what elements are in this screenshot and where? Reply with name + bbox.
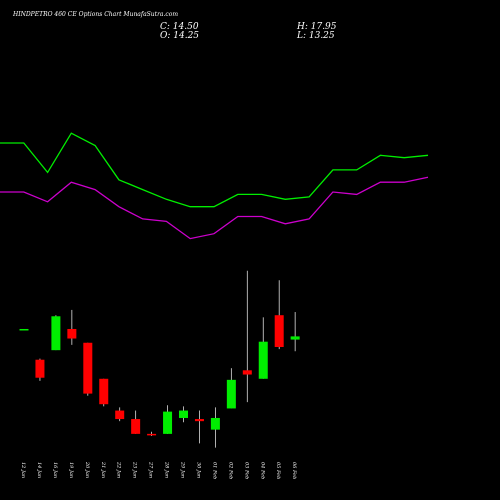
candle-body: [99, 378, 109, 405]
overlay-line-2: [0, 176, 429, 240]
candle-body: [226, 379, 236, 409]
candle-body: [290, 336, 300, 340]
overlay-line-1: [0, 132, 429, 208]
x-tick-label: 29 Jan: [180, 461, 186, 478]
candle-body: [258, 341, 268, 379]
candle-body: [242, 370, 252, 375]
x-tick-label: 06 Feb: [291, 462, 297, 479]
x-tick-label: 02 Feb: [227, 462, 233, 479]
x-tick-label: 22 Jan: [116, 461, 122, 478]
candle-body: [115, 410, 125, 420]
open-value: O: 14.25: [160, 31, 200, 41]
candle-body: [67, 328, 77, 339]
x-tick-label: 19 Jan: [68, 462, 74, 478]
x-tick-label: 04 Feb: [259, 462, 265, 479]
candle-body: [274, 315, 284, 347]
x-tick-label: 28 Jan: [164, 461, 170, 478]
candle-body: [131, 419, 141, 434]
x-tick-label: 01 Feb: [211, 462, 217, 479]
candle-body: [210, 417, 220, 430]
candle-body: [83, 342, 93, 394]
x-tick-label: 23 Jan: [132, 461, 138, 478]
x-tick-label: 27 Jan: [148, 461, 154, 478]
x-tick-label: 05 Feb: [275, 462, 281, 479]
x-tick-label: 21 Jan: [100, 461, 106, 478]
x-tick-label: 20 Jan: [84, 461, 90, 478]
x-tick-label: 14 Jan: [36, 462, 42, 478]
candle-body: [194, 419, 204, 422]
candle-body: [147, 433, 157, 436]
close-value: C: 14.50: [160, 22, 199, 32]
candle-body: [19, 328, 29, 331]
candle-body: [51, 316, 61, 351]
x-tick-label: 03 Feb: [243, 462, 249, 479]
x-tick-label: 30 Jan: [195, 462, 201, 478]
candle-body: [179, 410, 188, 418]
candle-body: [163, 411, 173, 434]
x-tick-label: 12 Jan: [20, 462, 26, 478]
low-value: L: 13.25: [297, 31, 335, 41]
x-tick-label: 16 Jan: [52, 462, 58, 478]
candle-body: [35, 359, 45, 378]
high-value: H: 17.95: [297, 22, 337, 32]
chart-title: HINDPETRO 460 CE Options Chart MunafaSut…: [13, 11, 179, 18]
